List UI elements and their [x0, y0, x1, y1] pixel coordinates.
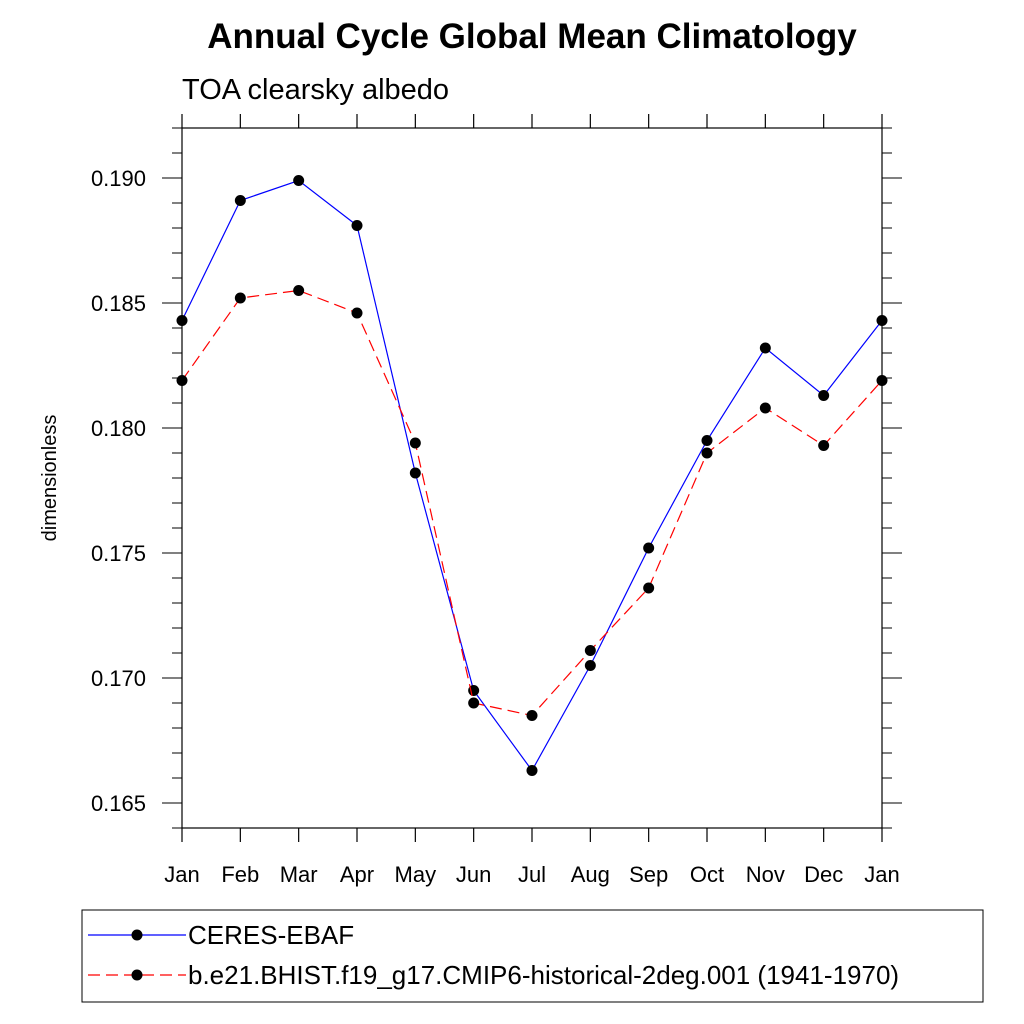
y-tick-label: 0.190	[91, 166, 146, 191]
series-line	[181, 179, 883, 772]
legend-marker	[131, 969, 143, 981]
y-tick-label: 0.170	[91, 666, 146, 691]
y-tick-label: 0.175	[91, 541, 146, 566]
data-point	[643, 582, 655, 594]
data-point	[759, 402, 771, 414]
x-tick-label: Jun	[456, 862, 491, 887]
x-tick-label: Feb	[221, 862, 259, 887]
x-tick-label: Oct	[690, 862, 724, 887]
x-tick-label: Jul	[518, 862, 546, 887]
data-point	[643, 542, 655, 554]
y-tick-label: 0.185	[91, 291, 146, 316]
legend-label: b.e21.BHIST.f19_g17.CMIP6-historical-2de…	[188, 960, 899, 990]
data-point	[468, 697, 480, 709]
y-tick-labels: 0.165 0.170 0.175 0.180 0.185 0.190	[91, 166, 146, 816]
x-tick-label: Aug	[571, 862, 610, 887]
legend-marker	[131, 929, 143, 941]
data-point	[234, 292, 246, 304]
data-point	[584, 645, 596, 656]
data-point	[526, 765, 538, 776]
data-point	[293, 175, 305, 186]
x-tick-label: Dec	[804, 862, 843, 887]
x-tick-label: Sep	[629, 862, 668, 887]
axis-ticks	[162, 114, 902, 842]
chart-title: Annual Cycle Global Mean Climatology	[207, 17, 857, 56]
data-point	[818, 390, 830, 401]
data-point	[409, 437, 421, 449]
series-layer	[176, 175, 888, 776]
legend-item: CERES-EBAF	[88, 920, 354, 950]
data-point	[584, 660, 596, 671]
x-tick-label: Nov	[746, 862, 785, 887]
x-tick-label: Apr	[340, 862, 374, 887]
x-tick-label: Jan	[864, 862, 899, 887]
x-tick-label: Jan	[164, 862, 199, 887]
legend-box	[81, 909, 984, 1003]
legend-label: CERES-EBAF	[188, 920, 354, 950]
y-tick-label: 0.180	[91, 416, 146, 441]
series-2	[176, 285, 888, 721]
data-point	[234, 195, 246, 206]
y-axis-label: dimensionless	[39, 415, 61, 542]
data-point	[759, 342, 771, 354]
chart-subtitle: TOA clearsky albedo	[182, 74, 449, 106]
data-point	[409, 467, 421, 479]
x-tick-label: Mar	[280, 862, 318, 887]
data-point	[293, 285, 305, 296]
data-point	[351, 307, 363, 319]
series-1	[176, 175, 888, 776]
plot-frame	[181, 127, 883, 829]
data-point	[818, 440, 830, 451]
legend-item: b.e21.BHIST.f19_g17.CMIP6-historical-2de…	[88, 960, 899, 990]
series-line	[181, 289, 883, 717]
x-tick-label: May	[395, 862, 437, 887]
data-point	[351, 220, 363, 231]
y-tick-label: 0.165	[91, 791, 146, 816]
legend: CERES-EBAF b.e21.BHIST.f19_g17.CMIP6-hist…	[81, 909, 984, 1003]
data-point	[526, 710, 538, 721]
data-point	[701, 447, 713, 459]
x-tick-labels: Jan Feb Mar Apr May Jun Jul Aug Sep Oct Nov Dec Jan	[164, 862, 899, 887]
data-point	[701, 435, 713, 446]
